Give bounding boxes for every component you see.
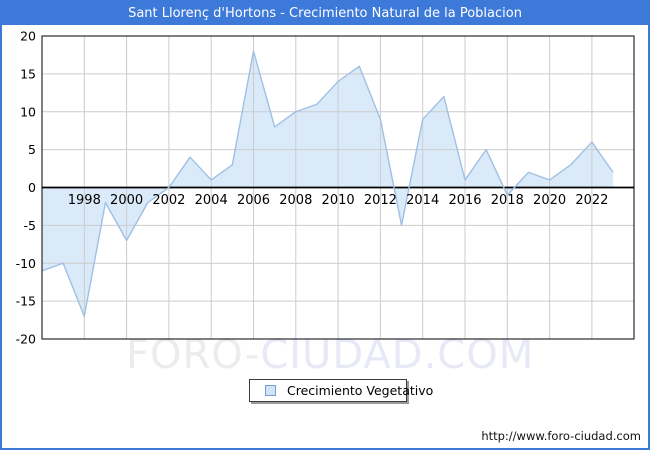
svg-text:15: 15 xyxy=(20,66,36,81)
legend: Crecimiento Vegetativo xyxy=(249,379,433,402)
title-bar: Sant Llorenç d'Hortons - Crecimiento Nat… xyxy=(2,2,648,25)
svg-text:2010: 2010 xyxy=(322,193,355,208)
svg-text:2012: 2012 xyxy=(364,193,397,208)
svg-text:2014: 2014 xyxy=(406,193,439,208)
legend-marker-icon xyxy=(265,385,276,396)
svg-text:-20: -20 xyxy=(16,332,36,347)
svg-text:2008: 2008 xyxy=(279,193,312,208)
chart-title: Sant Llorenç d'Hortons - Crecimiento Nat… xyxy=(128,6,522,21)
svg-text:-5: -5 xyxy=(24,218,36,233)
legend-label: Crecimiento Vegetativo xyxy=(287,383,434,398)
svg-text:20: 20 xyxy=(20,29,36,44)
svg-text:2002: 2002 xyxy=(152,193,185,208)
watermark-text-right: CIUDAD.COM xyxy=(260,332,535,378)
plot-border xyxy=(41,35,635,340)
svg-text:1998: 1998 xyxy=(68,193,101,208)
svg-text:-10: -10 xyxy=(16,256,36,271)
svg-text:2006: 2006 xyxy=(237,193,270,208)
svg-text:-15: -15 xyxy=(16,294,36,309)
svg-text:2000: 2000 xyxy=(110,193,143,208)
svg-text:5: 5 xyxy=(28,142,36,157)
svg-text:2004: 2004 xyxy=(195,193,228,208)
svg-text:10: 10 xyxy=(20,104,36,119)
watermark-text-left: FORO- xyxy=(126,332,261,378)
svg-text:0: 0 xyxy=(28,180,36,195)
x-axis-labels: 1998 2000 2002 2004 2006 2008 2010 2012 2014 2016… xyxy=(68,193,609,208)
footer-url: http://www.foro-ciudad.com xyxy=(481,429,641,443)
watermark: FORO-CIUDAD.COM xyxy=(126,332,534,378)
svg-text:2016: 2016 xyxy=(448,193,481,208)
area-fill xyxy=(42,51,614,317)
svg-text:2018: 2018 xyxy=(491,193,524,208)
y-axis-labels: 20 15 10 5 0 -5 -10 -15 -20 xyxy=(16,29,36,347)
data-line xyxy=(41,50,614,317)
svg-text:2020: 2020 xyxy=(533,193,566,208)
svg-text:2022: 2022 xyxy=(575,193,608,208)
